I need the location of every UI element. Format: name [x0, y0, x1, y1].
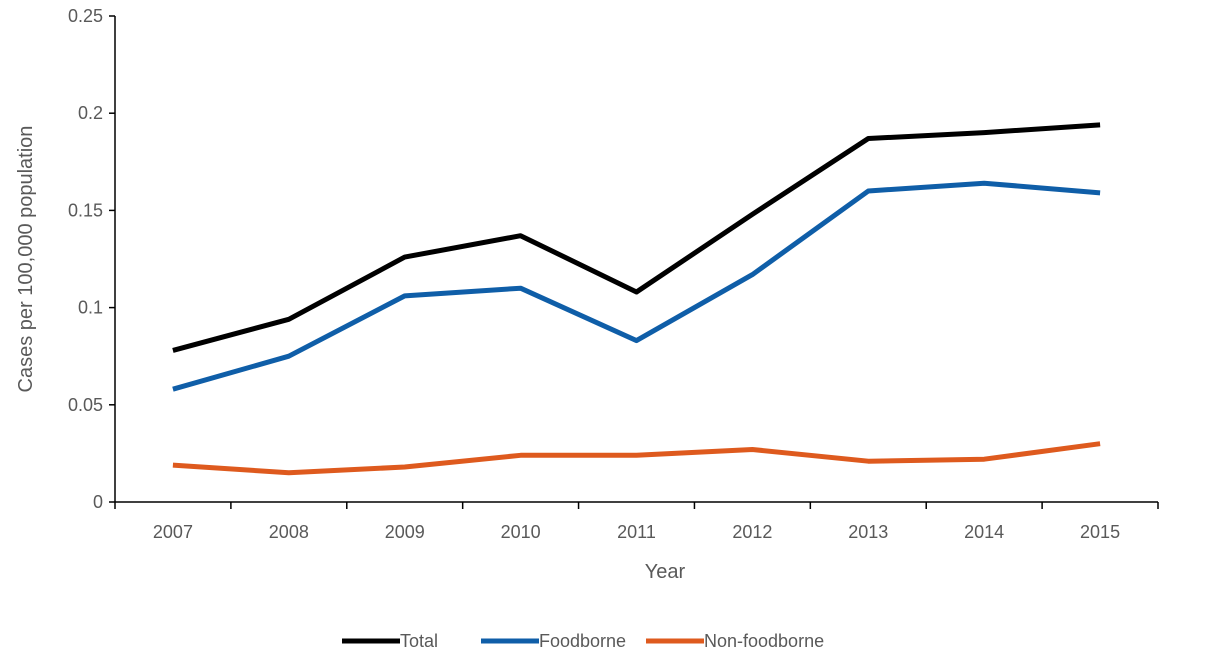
y-tick-label: 0.25 [68, 6, 103, 26]
x-tick-label: 2008 [269, 522, 309, 542]
y-axis-title: Cases per 100,000 population [15, 126, 37, 393]
x-tick-label: 2009 [385, 522, 425, 542]
legend-label-non-foodborne: Non-foodborne [704, 631, 824, 651]
axes: 0 0.05 0.1 0.15 0.2 0.25 2007 2008 2009 2010 2011 2… [68, 6, 1159, 542]
series-line-foodborne [172, 180, 1101, 392]
y-tick-label: 0.15 [68, 200, 103, 220]
x-tick-label: 2015 [1080, 522, 1120, 542]
y-tick-label: 0.1 [78, 298, 103, 318]
legend-label-foodborne: Foodborne [539, 631, 626, 651]
series-line-non-foodborne [172, 441, 1101, 476]
x-tick-label: 2014 [964, 522, 1004, 542]
x-tick-label: 2007 [153, 522, 193, 542]
x-tick-label: 2012 [732, 522, 772, 542]
legend: Total Foodborne Non-foodborne [342, 631, 824, 651]
x-axis-title: Year [645, 561, 686, 583]
x-tick-label: 2013 [848, 522, 888, 542]
y-tick-label: 0 [93, 492, 103, 512]
y-tick-label: 0.05 [68, 395, 103, 415]
series-line-total [172, 122, 1101, 353]
x-tick-label: 2010 [501, 522, 541, 542]
legend-label-total: Total [400, 631, 438, 651]
x-tick-label: 2011 [617, 522, 656, 542]
y-tick-label: 0.2 [78, 103, 103, 123]
series-lines [172, 122, 1101, 476]
